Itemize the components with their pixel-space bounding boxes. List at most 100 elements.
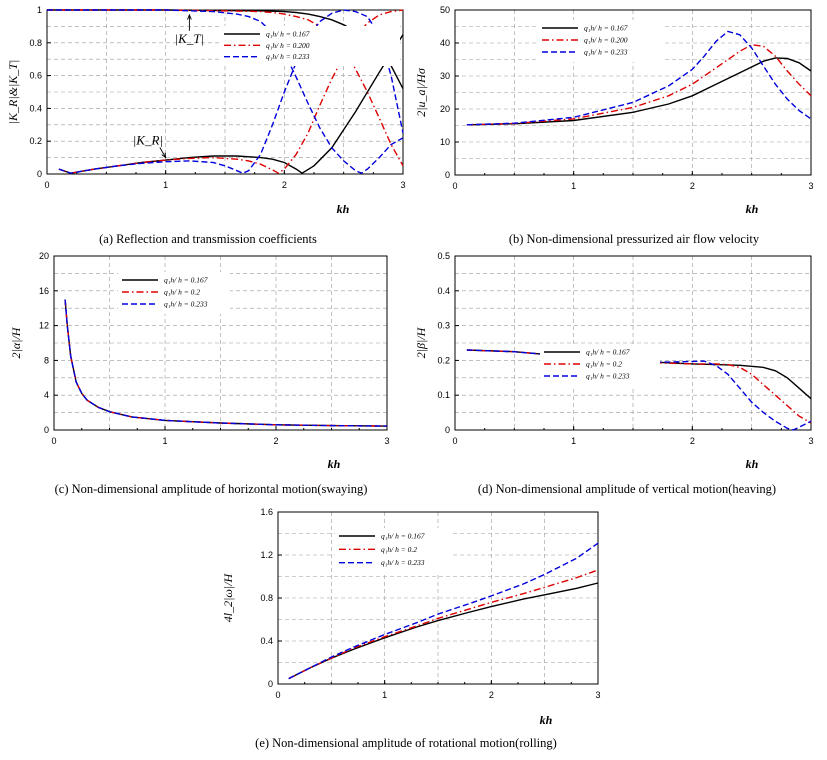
x-tick-label: 3 (808, 181, 813, 191)
y-tick-label: 1 (37, 5, 42, 15)
y-tick-label: 30 (440, 71, 450, 81)
annotation-arrow (159, 147, 167, 158)
series-line-2 (58, 9, 404, 174)
y-tick-label: 0 (268, 679, 273, 689)
y-axis-label: 2|u_a|/Hσ (414, 67, 428, 117)
y-tick-label: 0 (37, 169, 42, 179)
x-tick-label: 0 (44, 180, 49, 190)
series-line-1 (466, 43, 812, 126)
y-tick-label: 8 (44, 355, 49, 365)
x-tick-label: 2 (489, 690, 494, 700)
y-axis-label: 4l_2|ω|/H (221, 572, 235, 622)
x-tick-label: 1 (382, 690, 387, 700)
panel-caption: (b) Non-dimensional pressurized air flow… (509, 232, 760, 246)
y-axis-label: 2|α|/H (9, 326, 23, 358)
series-line-2 (466, 30, 812, 126)
y-tick-label: 0 (44, 425, 49, 435)
y-tick-label: 0.5 (437, 251, 450, 261)
x-tick-label: 1 (162, 436, 167, 446)
legend-background (538, 20, 663, 62)
legend-entry: q₁h/ h = 0.167 (584, 24, 628, 33)
y-tick-label: 0.4 (437, 286, 450, 296)
x-tick-label: 0 (51, 436, 56, 446)
annotation-arrowhead (187, 13, 192, 20)
y-tick-label: 20 (39, 251, 49, 261)
legend-entry: q₁h/ h = 0.233 (586, 372, 630, 381)
series-line-1 (288, 569, 599, 680)
legend: q₁h/ h = 0.167 q₁h/ h = 0.200 q₁h/ h = 0.2… (538, 20, 663, 62)
legend-entry: q₁h/ h = 0.200 (266, 41, 310, 50)
legend-entry: q₁h/ h = 0.233 (584, 48, 628, 57)
x-axis-label: kh (337, 202, 350, 216)
x-tick-label: 2 (273, 436, 278, 446)
legend-entry: q₁h/ h = 0.167 (266, 30, 310, 39)
legend-entry: q₁h/ h = 0.233 (381, 558, 425, 567)
x-tick-label: 3 (595, 690, 600, 700)
x-tick-label: 1 (571, 181, 576, 191)
y-tick-label: 0.3 (437, 321, 450, 331)
annotation-label: |K_R| (133, 132, 163, 147)
y-tick-label: 1.2 (260, 550, 273, 560)
x-tick-label: 2 (282, 180, 287, 190)
y-tick-label: 0.6 (29, 71, 42, 81)
annotation-arrowhead (161, 152, 167, 159)
panel-caption: (d) Non-dimensional amplitude of vertica… (478, 482, 776, 496)
legend-entry: q₁h/ h = 0.167 (586, 348, 630, 357)
y-tick-label: 0.2 (437, 355, 450, 365)
series-line-2 (47, 9, 404, 174)
x-tick-label: 2 (690, 436, 695, 446)
y-tick-label: 0.8 (260, 593, 273, 603)
legend-entry: q₁h/ h = 0.2 (164, 288, 200, 297)
x-axis-label: kh (746, 202, 759, 216)
annotation-label: |K_T| (175, 31, 205, 46)
y-tick-label: 50 (440, 5, 450, 15)
y-tick-label: 10 (440, 137, 450, 147)
chart-panel-e: 0 1 2 3 0 0.4 0.8 1.2 1.6 kh 4l_2|ω|/H (e) Non-dime… (221, 507, 601, 750)
legend-background (540, 344, 660, 386)
y-tick-label: 0.1 (437, 390, 450, 400)
y-tick-label: 20 (440, 104, 450, 114)
legend-entry: q₁h/ h = 0.2 (586, 360, 622, 369)
series-line-0 (288, 582, 599, 680)
series-line-0 (64, 299, 388, 427)
legend-background (220, 26, 400, 66)
x-tick-label: 1 (163, 180, 168, 190)
x-tick-label: 0 (275, 690, 280, 700)
y-tick-label: 40 (440, 38, 450, 48)
series-line-1 (64, 299, 388, 427)
chart-panel-d: 0 1 2 3 0 0.1 0.2 0.3 0.4 0.5 kh 2|β|/H (d) Non-dime… (414, 251, 814, 496)
y-tick-label: 0.8 (29, 38, 42, 48)
x-tick-label: 3 (808, 436, 813, 446)
legend-entry: q₁h/ h = 0.2 (381, 545, 417, 554)
x-tick-label: 3 (384, 436, 389, 446)
legend-entry: q₁h/ h = 0.167 (381, 532, 425, 541)
legend: q₁h/ h = 0.167 q₁h/ h = 0.2 q₁h/ h = 0.233 (335, 528, 453, 574)
x-tick-label: 0 (452, 436, 457, 446)
chart-panel-a: 0 1 2 3 0 0.2 0.4 0.6 0.8 1 kh |K_R|&|K_T| (a) Refle… (6, 5, 406, 246)
y-tick-label: 4 (44, 390, 49, 400)
x-tick-label: 0 (452, 181, 457, 191)
series-line-2 (64, 299, 388, 427)
y-axis-label: |K_R|&|K_T| (6, 60, 20, 125)
legend: q₁h/ h = 0.167 q₁h/ h = 0.200 q₁h/ h = 0.2… (220, 26, 400, 66)
legend-entry: q₁h/ h = 0.233 (164, 300, 208, 309)
panel-caption: (e) Non-dimensional amplitude of rotatio… (255, 736, 557, 750)
panel-caption: (a) Reflection and transmission coeffici… (99, 232, 317, 246)
y-tick-label: 0 (445, 425, 450, 435)
x-tick-label: 2 (690, 181, 695, 191)
y-tick-label: 0.4 (29, 103, 42, 113)
y-tick-label: 0 (445, 170, 450, 180)
y-axis-label: 2|β|/H (414, 326, 428, 358)
series-line-2 (288, 542, 599, 680)
legend-entry: q₁h/ h = 0.200 (584, 36, 628, 45)
legend: q₁h/ h = 0.167 q₁h/ h = 0.2 q₁h/ h = 0.233 (540, 344, 660, 386)
series-line-0 (466, 57, 812, 126)
x-tick-label: 1 (571, 436, 576, 446)
x-axis-label: kh (540, 713, 553, 727)
legend: q₁h/ h = 0.167 q₁h/ h = 0.2 q₁h/ h = 0.233 (118, 272, 230, 314)
y-tick-label: 16 (39, 286, 49, 296)
y-tick-label: 0.4 (260, 636, 273, 646)
